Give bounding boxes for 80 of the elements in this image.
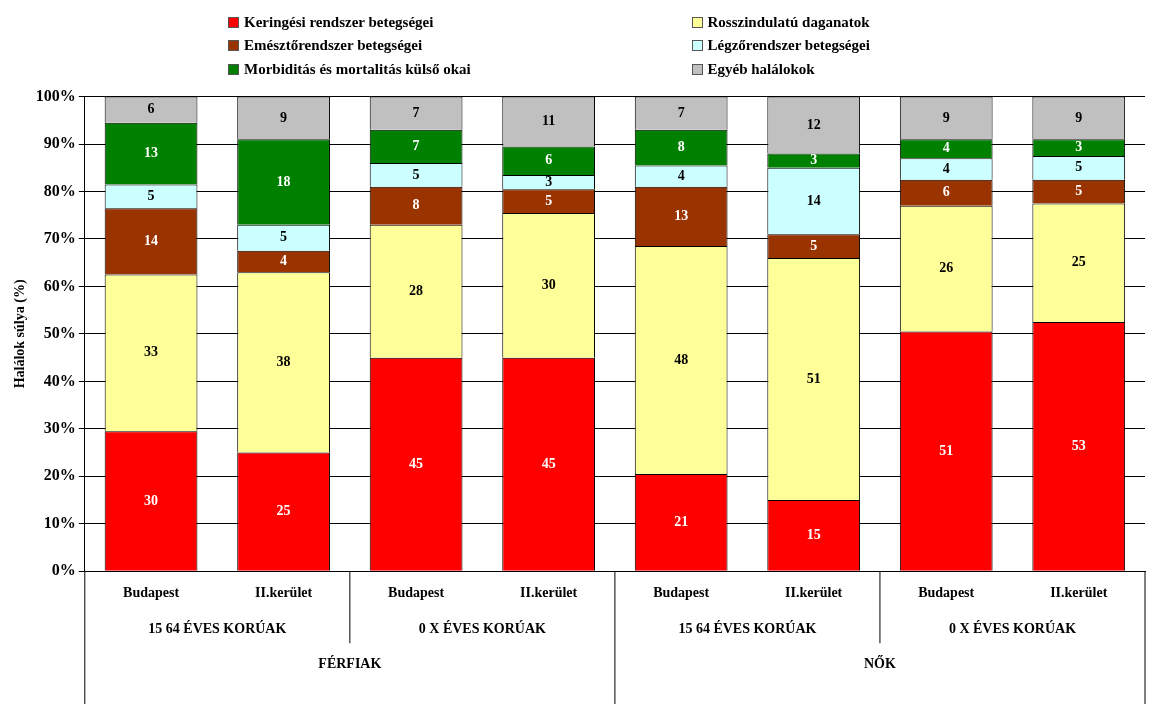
data-label: 5: [545, 192, 553, 208]
data-label: 13: [144, 145, 159, 161]
legend-label: Rosszindulatú daganatok: [707, 14, 870, 32]
data-label: 15: [806, 526, 821, 542]
text: 15 64 ÉVES KORÚAK: [678, 619, 817, 636]
data-label: 30: [144, 492, 159, 508]
text: 0 X ÉVES KORÚAK: [418, 619, 547, 636]
data-label: 48: [674, 351, 689, 367]
data-label: 13: [674, 208, 689, 224]
y-tick-label: 90%: [43, 134, 76, 152]
data-label: 3: [810, 152, 818, 168]
y-tick-label: 10%: [43, 513, 76, 531]
legend-label: Morbiditás és mortalitás külső okai: [244, 60, 471, 78]
data-label: 53: [1071, 437, 1086, 453]
y-tick-label: 50%: [43, 324, 76, 342]
y-tick-label: 70%: [43, 229, 76, 247]
data-label: 21: [674, 513, 689, 529]
data-label: 33: [144, 344, 159, 360]
y-tick-label: 60%: [43, 276, 76, 294]
x-tick-label: II.kerület: [255, 585, 313, 601]
y-tick-label: 30%: [43, 418, 76, 436]
data-label: 25: [276, 503, 291, 519]
data-label: 14: [806, 192, 821, 208]
data-label: 14: [144, 232, 159, 248]
data-label: 4: [677, 167, 685, 183]
data-label: 28: [409, 282, 424, 298]
y-tick-label: 40%: [43, 371, 76, 389]
data-label: 6: [545, 152, 553, 168]
x-tick-label: Budapest: [653, 585, 710, 601]
data-label: 9: [1075, 109, 1083, 125]
x-tick-label: Budapest: [918, 585, 975, 601]
data-label: 45: [541, 455, 556, 471]
legend-label: Egyéb halálokok: [707, 60, 815, 78]
data-label: 45: [409, 455, 424, 471]
data-label: 5: [147, 187, 155, 203]
data-label: 18: [276, 173, 291, 189]
text: NŐK: [864, 654, 896, 671]
data-label: 25: [1071, 254, 1086, 270]
data-label: 4: [942, 140, 950, 156]
data-label: 3: [1075, 139, 1083, 155]
data-label: 11: [542, 113, 556, 129]
text: 0 X ÉVES KORÚAK: [948, 619, 1077, 636]
x-tick-label: II.kerület: [520, 585, 578, 601]
x-tick-label: II.kerület: [1050, 585, 1108, 601]
data-label: 51: [806, 370, 821, 386]
data-label: 7: [412, 138, 420, 154]
data-label: 6: [942, 184, 950, 200]
text: 15 64 ÉVES KORÚAK: [148, 619, 287, 636]
x-tick-label: II.kerület: [785, 585, 843, 601]
x-tick-label: Budapest: [123, 585, 180, 601]
data-label: 8: [677, 139, 685, 155]
data-label: 7: [677, 104, 685, 120]
data-label: 5: [1075, 159, 1083, 175]
data-label: 12: [806, 116, 821, 132]
y-tick-label: 80%: [43, 181, 76, 199]
legend-label: Emésztőrendszer betegségei: [244, 37, 423, 55]
y-tick-label: 100%: [35, 86, 76, 104]
data-label: 3: [545, 173, 553, 189]
y-tick-label: 20%: [43, 466, 76, 484]
data-label: 5: [810, 237, 818, 253]
y-axis-title: Halálok súlya (%): [12, 279, 29, 389]
data-label: 51: [939, 442, 954, 458]
data-label: 5: [280, 229, 288, 245]
data-label: 9: [280, 109, 288, 125]
legend-label: Keringési rendszer betegségei: [244, 14, 434, 32]
legend-label: Légzőrendszer betegségei: [707, 37, 870, 55]
x-tick-label: Budapest: [388, 585, 445, 601]
data-label: 7: [412, 104, 420, 120]
data-label: 8: [412, 197, 420, 213]
data-label: 6: [147, 101, 155, 117]
data-label: 26: [939, 260, 954, 276]
data-label: 9: [942, 109, 950, 125]
text: FÉRFIAK: [318, 654, 382, 671]
data-label: 30: [541, 276, 556, 292]
data-label: 4: [280, 253, 288, 269]
data-label: 4: [942, 160, 950, 176]
data-label: 5: [1075, 183, 1083, 199]
data-label: 5: [412, 166, 420, 182]
y-tick-label: 0%: [51, 561, 76, 579]
data-label: 38: [276, 353, 291, 369]
